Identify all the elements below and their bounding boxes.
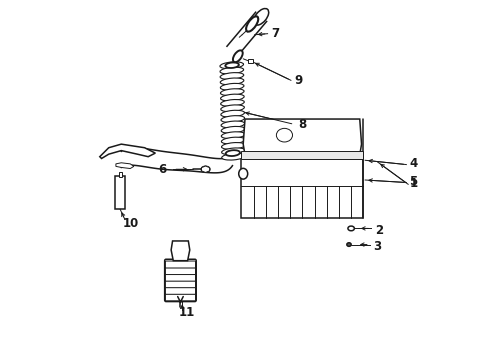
Text: 1: 1 bbox=[409, 177, 417, 190]
Bar bbox=[115, 176, 125, 209]
Text: 2: 2 bbox=[375, 224, 383, 237]
Text: 4: 4 bbox=[409, 157, 417, 170]
Ellipse shape bbox=[220, 99, 244, 106]
Ellipse shape bbox=[220, 89, 244, 95]
Ellipse shape bbox=[348, 226, 354, 231]
Bar bbox=[119, 172, 122, 177]
FancyBboxPatch shape bbox=[166, 267, 196, 275]
Ellipse shape bbox=[246, 16, 258, 32]
Polygon shape bbox=[243, 119, 362, 155]
Ellipse shape bbox=[220, 67, 244, 74]
Ellipse shape bbox=[221, 143, 245, 149]
Ellipse shape bbox=[276, 129, 293, 142]
Ellipse shape bbox=[221, 105, 245, 112]
Text: 11: 11 bbox=[179, 306, 195, 319]
Ellipse shape bbox=[221, 126, 245, 133]
Ellipse shape bbox=[226, 150, 240, 156]
Polygon shape bbox=[100, 144, 155, 158]
FancyBboxPatch shape bbox=[166, 294, 196, 301]
Ellipse shape bbox=[220, 62, 244, 69]
Ellipse shape bbox=[220, 78, 244, 85]
FancyBboxPatch shape bbox=[166, 281, 196, 288]
Polygon shape bbox=[201, 166, 210, 172]
FancyBboxPatch shape bbox=[166, 261, 196, 268]
Text: 9: 9 bbox=[294, 74, 303, 87]
Ellipse shape bbox=[220, 84, 244, 90]
FancyBboxPatch shape bbox=[247, 59, 253, 63]
Bar bbox=[242, 151, 364, 159]
FancyBboxPatch shape bbox=[166, 287, 196, 294]
Ellipse shape bbox=[201, 166, 210, 172]
Ellipse shape bbox=[225, 63, 239, 68]
Ellipse shape bbox=[347, 243, 351, 246]
Ellipse shape bbox=[221, 121, 245, 128]
Ellipse shape bbox=[233, 50, 243, 62]
Polygon shape bbox=[171, 241, 190, 261]
Ellipse shape bbox=[221, 116, 245, 122]
Text: 3: 3 bbox=[373, 240, 382, 253]
Text: 7: 7 bbox=[271, 27, 279, 40]
FancyBboxPatch shape bbox=[166, 274, 196, 281]
Text: 10: 10 bbox=[123, 216, 139, 230]
Text: 6: 6 bbox=[159, 163, 167, 176]
Ellipse shape bbox=[239, 168, 247, 179]
Bar bbox=[242, 155, 364, 218]
Ellipse shape bbox=[220, 73, 244, 79]
Ellipse shape bbox=[220, 94, 244, 101]
Ellipse shape bbox=[221, 137, 245, 144]
Ellipse shape bbox=[254, 9, 269, 25]
Ellipse shape bbox=[221, 132, 245, 139]
Ellipse shape bbox=[222, 153, 245, 160]
Text: 8: 8 bbox=[298, 118, 306, 131]
Text: 5: 5 bbox=[409, 175, 417, 188]
Ellipse shape bbox=[221, 110, 245, 117]
Polygon shape bbox=[116, 163, 134, 168]
Ellipse shape bbox=[221, 148, 245, 155]
